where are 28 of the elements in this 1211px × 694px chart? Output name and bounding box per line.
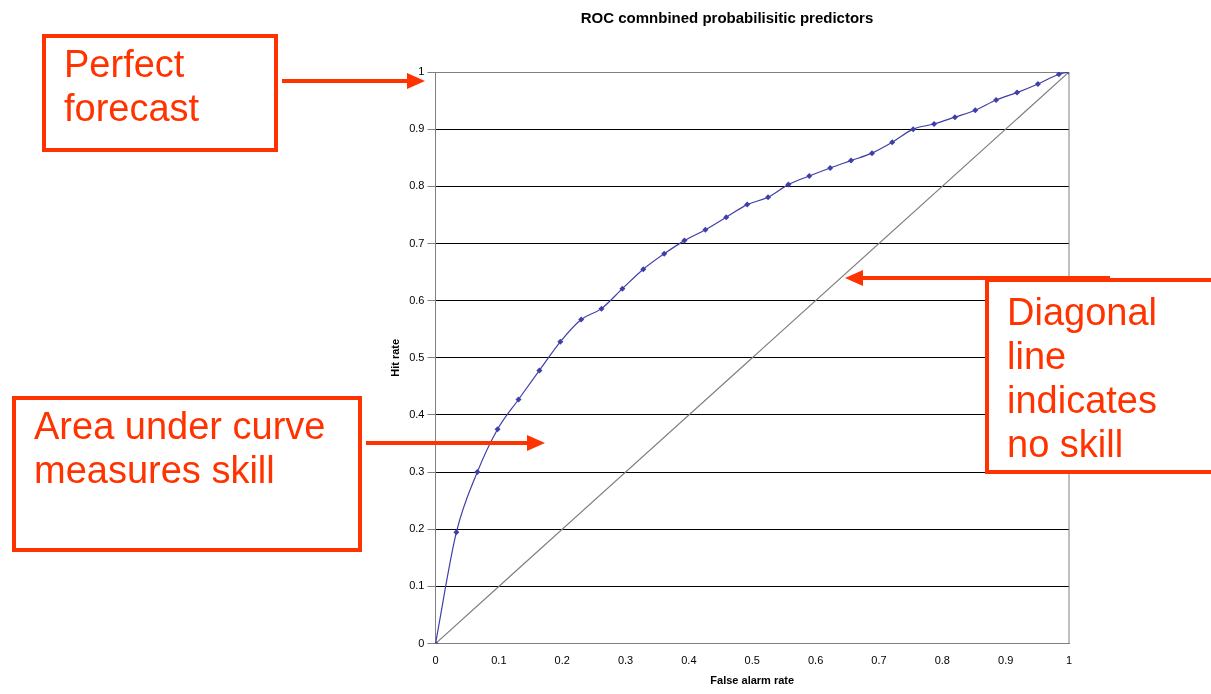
text: Perfect forecast	[42, 34, 278, 152]
x-tick-label: 0.3	[617, 654, 634, 667]
x-tick-label: 0.4	[681, 654, 697, 667]
y-tick-label: 0	[418, 636, 425, 649]
y-tick-label: 0.4	[409, 407, 425, 420]
x-tick-label: 0	[432, 654, 439, 667]
annotation: Diagonal line indicates no skill	[985, 278, 1211, 474]
x-tick-label: 0.5	[744, 654, 760, 667]
x-tick-label: 0.8	[934, 654, 950, 667]
y-tick-label: 0.2	[409, 522, 425, 535]
x-tick-label: 1	[1065, 654, 1073, 667]
x-tick-label: 0.2	[554, 654, 570, 667]
y-tick-label: 0.9	[409, 122, 425, 135]
y-tick-label: 0.7	[409, 236, 425, 249]
y-tick-label: 0.1	[409, 579, 425, 592]
y-tick-label: 0.5	[409, 350, 425, 363]
x-axis-title: False alarm rate	[710, 674, 795, 687]
y-axis-title: Hit rate	[388, 338, 401, 377]
y-tick-label: 0.6	[409, 293, 425, 306]
x-tick-label: 0.9	[998, 654, 1014, 667]
y-tick-label: 0.8	[409, 179, 425, 192]
text: Area under curve measures skill	[12, 396, 362, 552]
y-tick-label: 0.3	[409, 465, 425, 478]
x-tick-label: 0.6	[807, 654, 824, 667]
x-tick-label: 0.7	[871, 654, 887, 667]
chart-title: ROC comnbined probabilisitic predictors	[580, 9, 874, 27]
y-tick-label: 1	[418, 65, 425, 78]
x-tick-label: 0.1	[491, 654, 507, 667]
